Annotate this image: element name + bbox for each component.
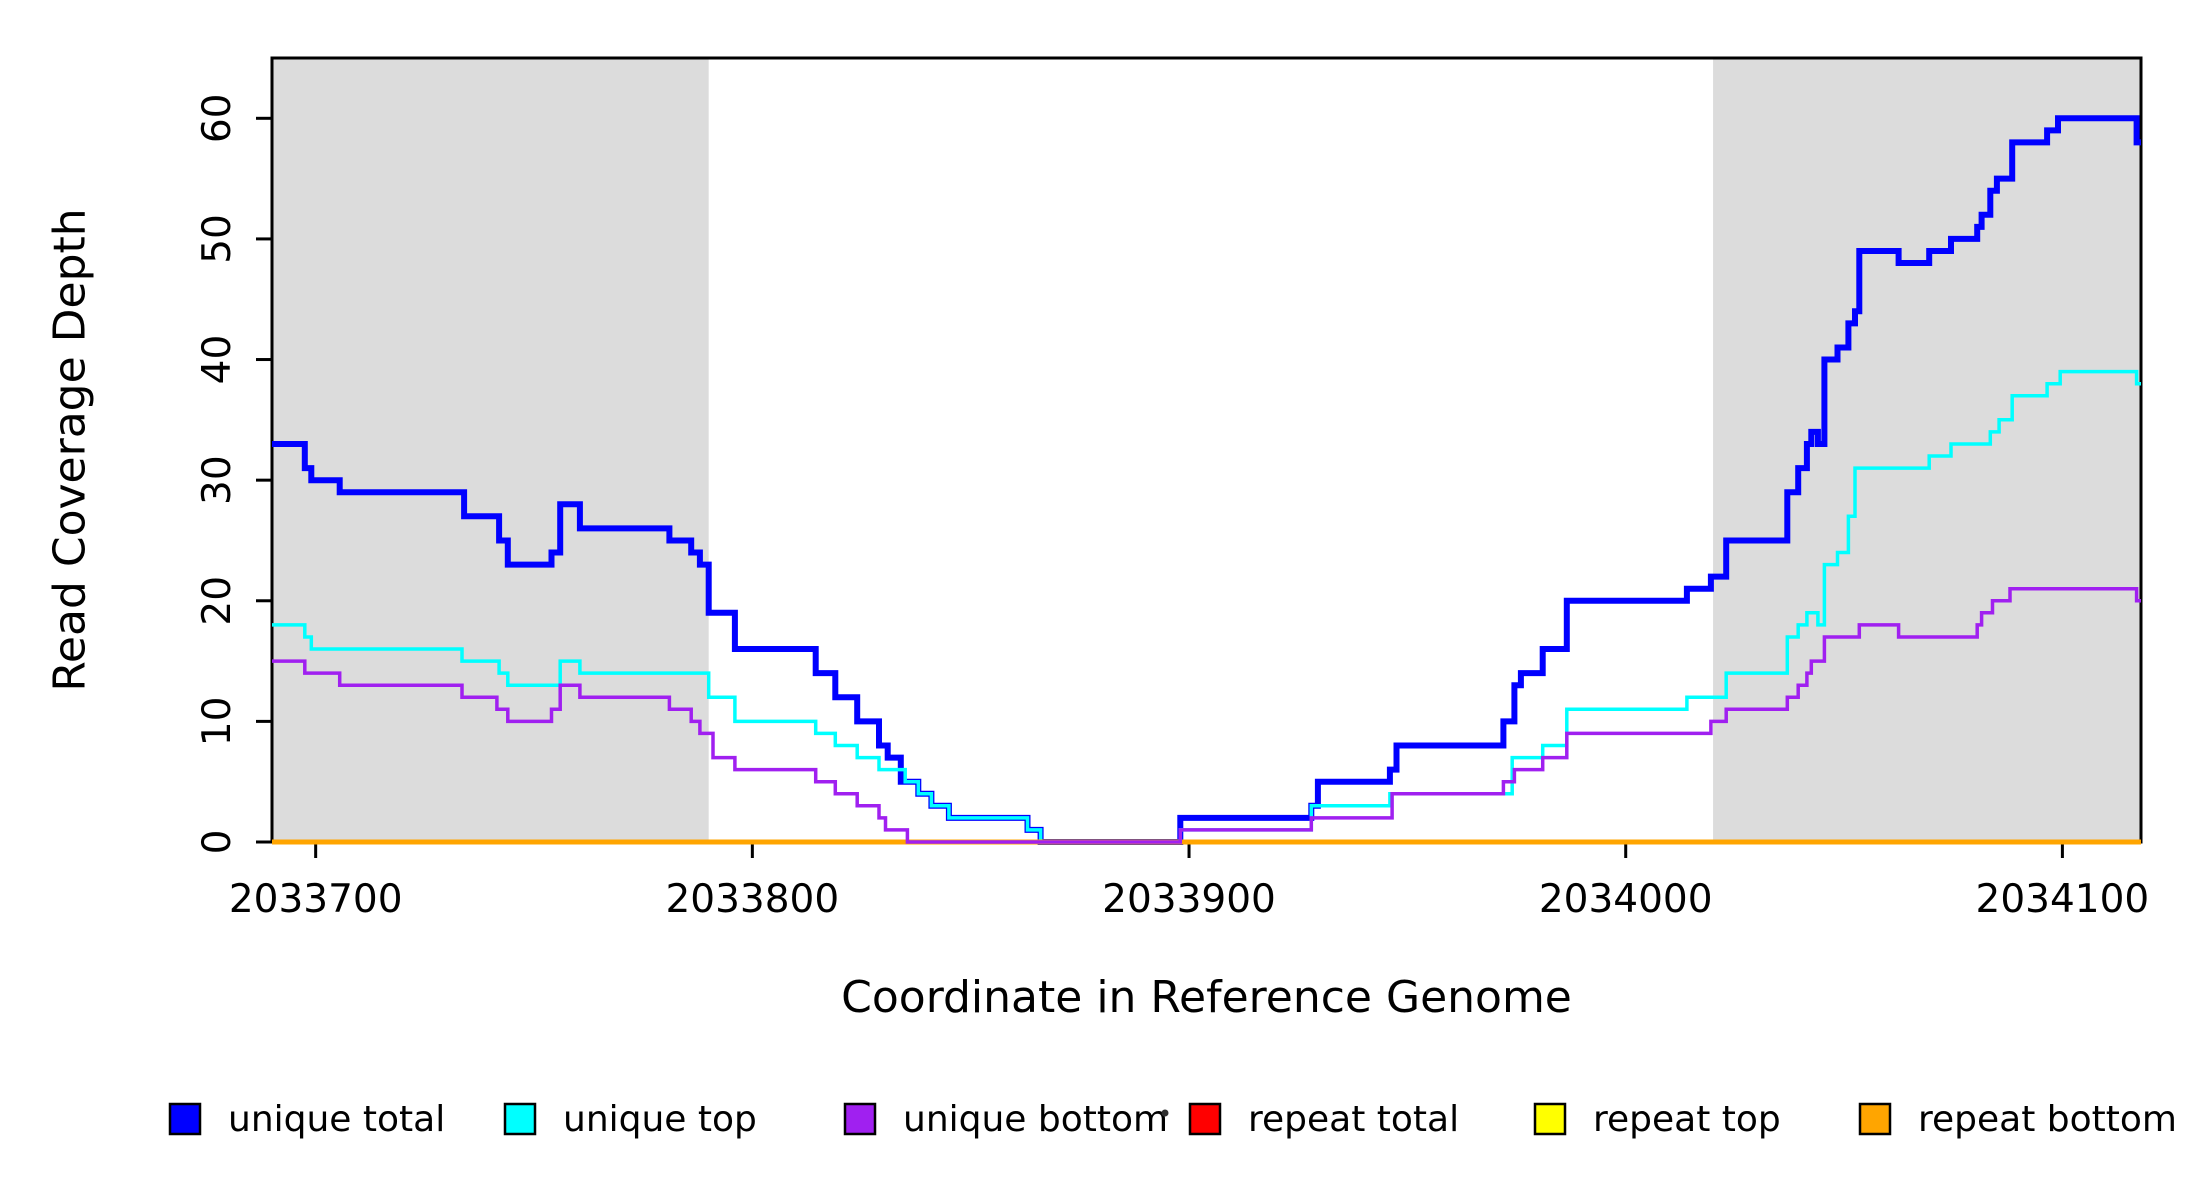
legend-label-repeat-bottom: repeat bottom (1918, 1099, 2177, 1140)
legend-swatch-unique-bottom (843, 1102, 877, 1136)
legend-item-unique-top: unique top (503, 1099, 757, 1140)
legend-swatch-unique-top (503, 1102, 537, 1136)
shaded-region-left (272, 58, 709, 842)
legend-label-repeat-total: repeat total (1248, 1099, 1459, 1140)
legend-swatch-repeat-bottom (1858, 1102, 1892, 1136)
legend-label-unique-bottom: unique bottom (903, 1099, 1168, 1140)
legend-swatch-unique-total (168, 1102, 202, 1136)
legend-item-repeat-bottom: repeat bottom (1858, 1099, 2177, 1140)
x-tick-label: 2033900 (1102, 877, 1276, 922)
legend-item-repeat-top: repeat top (1533, 1099, 1781, 1140)
series-line-unique-top (272, 369, 2141, 844)
legend-item-unique-bottom: unique bottom (843, 1099, 1168, 1140)
legend-label-repeat-top: repeat top (1593, 1099, 1781, 1140)
y-tick-label: 10 (195, 697, 240, 747)
legend-label-unique-top: unique top (563, 1099, 757, 1140)
legend-label-unique-total: unique total (228, 1099, 445, 1140)
y-tick-label: 0 (195, 830, 240, 855)
y-axis-title: Read Coverage Depth (44, 208, 96, 692)
x-tick-label: 2033700 (229, 877, 403, 922)
legend: unique total unique top unique bottom repea… (168, 1099, 2177, 1140)
stray-dot-artifact (1161, 1109, 1169, 1117)
series-line-unique-bottom (272, 586, 2141, 844)
y-tick-label: 20 (195, 576, 240, 626)
y-tick-label: 30 (195, 455, 240, 505)
x-tick-label: 2034100 (1976, 877, 2150, 922)
legend-swatch-repeat-total (1188, 1102, 1222, 1136)
series-line-unique-total (272, 115, 2141, 845)
legend-swatch-repeat-top (1533, 1102, 1567, 1136)
y-tick-label: 40 (195, 335, 240, 385)
x-tick-label: 2033800 (665, 877, 839, 922)
legend-item-repeat-total: repeat total (1188, 1099, 1459, 1140)
legend-item-unique-total: unique total (168, 1099, 445, 1140)
y-tick-label: 50 (195, 214, 240, 264)
shaded-region-right (1713, 58, 2141, 842)
x-axis-title: Coordinate in Reference Genome (841, 972, 1572, 1023)
y-tick-label: 60 (195, 93, 240, 143)
x-tick-label: 2034000 (1539, 877, 1713, 922)
